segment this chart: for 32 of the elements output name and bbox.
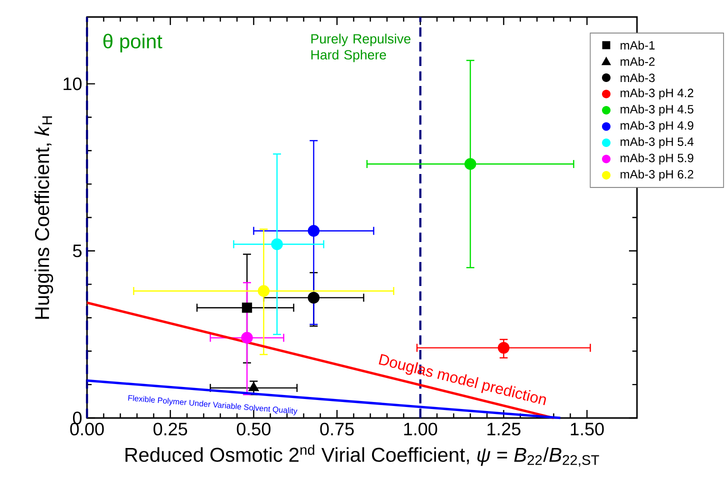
- legend-label: mAb-1: [620, 40, 655, 50]
- point: [464, 158, 476, 170]
- x-tick-label: 1.50: [570, 422, 604, 436]
- point: [241, 332, 253, 344]
- annotation: Flexible Polymer Under Variable Solvent Quality: [128, 395, 298, 416]
- point: [498, 342, 510, 354]
- annotation: Douglas model prediction: [378, 354, 546, 406]
- point: [308, 224, 320, 237]
- y-axis-title: Huggins Coefficient, k$_{H}$: [34, 116, 54, 319]
- text: Reduced Osmotic 2$^{nd}$ Virial Coefficient, ψ = B$_{22}$/B$_{22,ST}$: [126, 444, 600, 467]
- legend-label: mAb-3 pH 4.9: [620, 120, 694, 132]
- x-tick-label: 0.00: [70, 422, 104, 436]
- x-tick-label: 0.50: [236, 422, 270, 436]
- point: [308, 292, 320, 304]
- legend-label: mAb-3 pH 4.2: [620, 88, 694, 100]
- point: [271, 238, 283, 250]
- y-tick-label: 5: [72, 244, 82, 258]
- legend-label: mAb-3: [620, 73, 655, 82]
- legend-label: mAb-3 pH 5.4: [620, 137, 694, 148]
- legend-label: mAb-3 pH 6.2: [620, 170, 694, 181]
- y-tick-label: 10: [64, 77, 82, 90]
- point: [242, 302, 252, 313]
- legend-label: mAb-3 pH 5.9: [620, 153, 694, 165]
- x-tick-label: 1.00: [404, 422, 438, 436]
- x-tick-label: 1.25: [488, 422, 520, 436]
- legend-label: mAb-2: [620, 57, 655, 66]
- x-tick-label: 0.75: [320, 422, 354, 436]
- point: [258, 285, 270, 297]
- x-tick-label: 0.25: [154, 422, 188, 436]
- legend-label: mAb-3 pH 4.5: [620, 104, 694, 116]
- ref-line-label: θ point: [103, 34, 162, 52]
- ref-line-label: Purely Repulsive Hard Sphere: [311, 34, 410, 62]
